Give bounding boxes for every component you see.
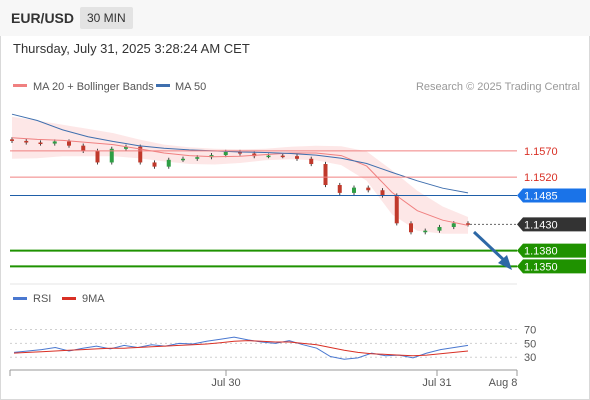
symbol-label: EUR/USD — [11, 10, 75, 26]
current-level-label: 1.1430 — [524, 219, 558, 231]
candle-body — [366, 187, 371, 191]
candle-body — [195, 157, 200, 159]
ma20-line — [11, 137, 469, 226]
rsi-tick-label: 70 — [524, 324, 536, 336]
candle-body — [380, 190, 385, 196]
support-level-label: 1.1380 — [524, 246, 558, 258]
top-bar: EUR/USD 30 MIN — [0, 0, 590, 36]
candle-body — [138, 146, 143, 163]
candle-body — [152, 162, 157, 167]
datetime-label: Thursday, July 31, 2025 3:28:24 AM CET — [13, 41, 250, 56]
forecast-arrow-shaft — [472, 230, 508, 264]
resistance-level-label: 1.1520 — [524, 172, 558, 184]
candle-body — [166, 159, 171, 167]
ma50-line — [11, 113, 469, 194]
forecast-arrow-head — [498, 255, 512, 270]
candle-body — [109, 148, 114, 163]
candle-body — [181, 158, 185, 161]
x-tick-label: Jul 30 — [211, 377, 240, 389]
current-level-badge — [517, 217, 586, 232]
candle-body — [352, 187, 356, 193]
x-tick-label: Aug 8 — [489, 377, 518, 389]
candle-body — [124, 146, 128, 149]
candle-body — [409, 223, 413, 233]
pivot-level-label: 1.1485 — [524, 191, 558, 203]
candle-body — [24, 140, 29, 143]
candle-body — [95, 150, 100, 163]
candle-body — [52, 141, 57, 144]
ma20-legend-swatch — [13, 84, 27, 87]
candle-body — [67, 141, 71, 146]
candle-body — [394, 195, 399, 224]
candle-body — [309, 158, 314, 165]
ma50-legend-label: MA 50 — [175, 81, 206, 93]
rsi-legend-swatch — [13, 297, 27, 300]
resistance-level-label: 1.1570 — [524, 146, 558, 158]
ma50-legend-swatch — [156, 84, 170, 87]
ma20-legend-label: MA 20 + Bollinger Bands — [33, 81, 154, 93]
timeframe-button[interactable]: 30 MIN — [80, 7, 133, 29]
rsi-line — [13, 336, 469, 360]
candle-body — [10, 139, 14, 141]
support-level-badge — [517, 243, 586, 258]
research-credit: Research © 2025 Trading Central — [416, 81, 580, 93]
rsi-tick-label: 50 — [524, 338, 536, 350]
candle-body — [295, 156, 299, 159]
candle-body — [437, 226, 442, 231]
rsi-ma-legend-label: 9MA — [82, 293, 105, 305]
candle-body — [323, 164, 328, 186]
support-level-label: 1.1350 — [524, 261, 558, 273]
pivot-level-badge — [517, 188, 586, 203]
candle-body — [337, 185, 342, 193]
candle-body — [238, 151, 242, 154]
rsi-legend-label: RSI — [33, 293, 51, 305]
candle-body — [38, 142, 43, 145]
candle-body — [451, 223, 456, 227]
rsi-ma-line — [13, 340, 469, 357]
rsi-ma-legend-swatch — [62, 297, 76, 300]
candle-body — [423, 230, 428, 233]
support-level-badge — [517, 259, 586, 274]
candle-body — [266, 155, 271, 158]
rsi-tick-label: 30 — [524, 352, 536, 364]
candle-body — [223, 151, 228, 156]
candle-body — [280, 155, 285, 158]
candle-body — [81, 145, 86, 151]
x-tick-label: Jul 31 — [422, 377, 451, 389]
candle-body — [466, 223, 470, 225]
